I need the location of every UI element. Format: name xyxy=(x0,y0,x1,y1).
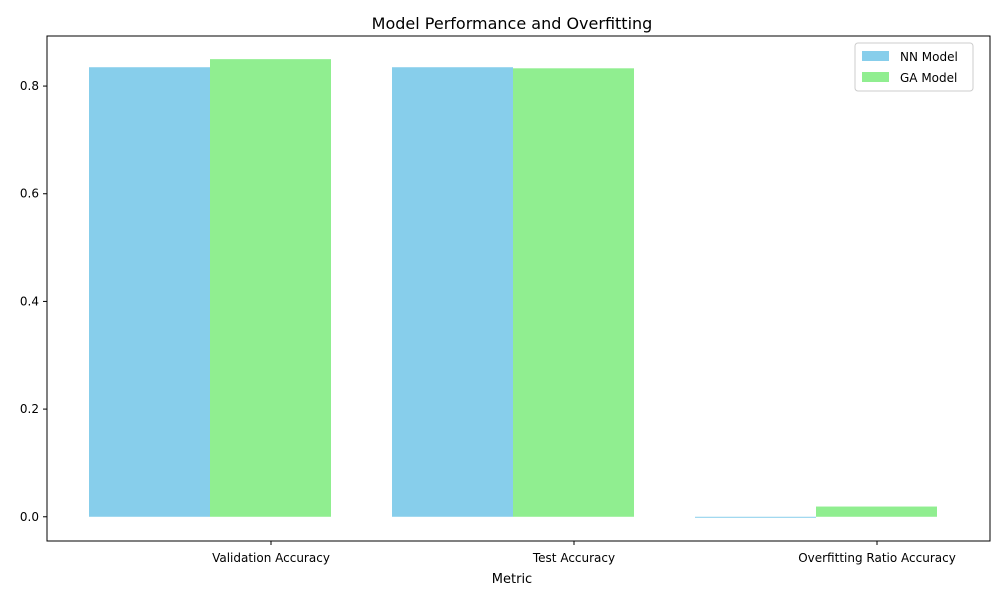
plot-frame xyxy=(46,35,991,542)
bar-ga-model-2 xyxy=(513,68,634,517)
x-tick-label: Overfitting Ratio Accuracy xyxy=(798,551,956,565)
chart-title: Model Performance and Overfitting xyxy=(372,14,653,33)
legend-label-2: GA Model xyxy=(900,71,957,85)
bar-ga-model-1 xyxy=(210,59,331,517)
y-tick-label: 0.0 xyxy=(20,510,39,524)
legend-swatch-2 xyxy=(862,72,889,82)
bar-nn-model-1 xyxy=(89,67,210,517)
bar-nn-model-2 xyxy=(392,67,513,517)
x-tick-label: Test Accuracy xyxy=(532,551,615,565)
legend-swatch-1 xyxy=(862,51,889,61)
x-tick-label: Validation Accuracy xyxy=(212,551,330,565)
y-tick-label: 0.8 xyxy=(20,79,39,93)
y-tick-label: 0.6 xyxy=(20,187,39,201)
y-tick-label: 0.2 xyxy=(20,402,39,416)
x-axis-label: Metric xyxy=(492,572,532,587)
legend-label-1: NN Model xyxy=(900,50,958,64)
bar-nn-model-3 xyxy=(695,516,816,518)
bar-ga-model-3 xyxy=(816,506,937,517)
axes-layer: 0.0 0.2 0.4 0.6 0.8 Validation Accuracy Test A… xyxy=(20,35,991,565)
bars-layer xyxy=(89,59,937,518)
legend: NN Model GA Model xyxy=(854,42,974,92)
y-tick-label: 0.4 xyxy=(20,294,39,308)
